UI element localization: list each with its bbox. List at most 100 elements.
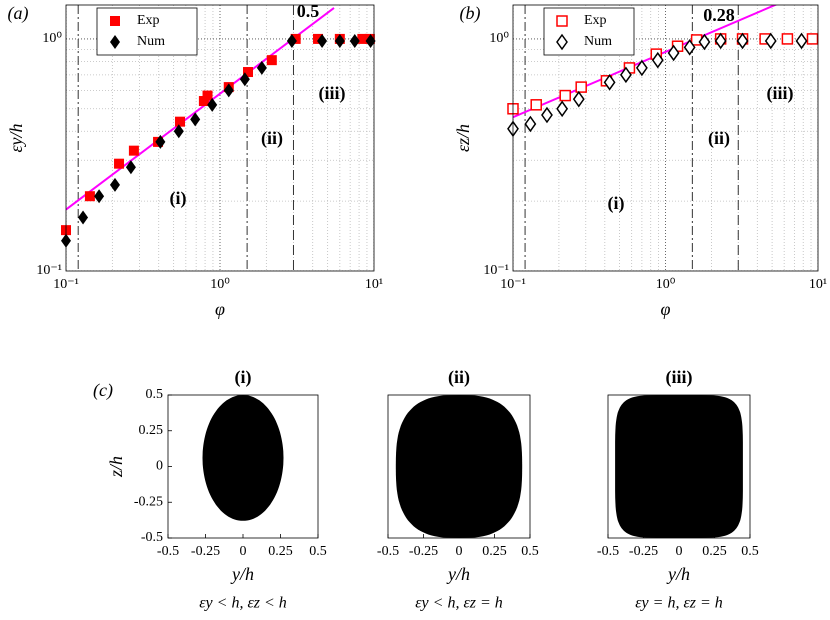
- cross-section: [202, 395, 284, 521]
- legend-label: Exp: [137, 13, 160, 28]
- x-axis-label: φ: [215, 299, 225, 319]
- point: [317, 33, 328, 48]
- point: [619, 66, 632, 84]
- point: [128, 145, 139, 156]
- x-tick-label: 10⁰: [210, 277, 230, 292]
- x-tick-label: 0.5: [309, 544, 327, 559]
- point: [94, 189, 105, 204]
- fit-line: [513, 5, 778, 119]
- x-tick-label: 0.25: [702, 544, 727, 559]
- panel-label: (b): [460, 3, 481, 24]
- point: [651, 51, 664, 69]
- x-axis-label: y/h: [446, 564, 470, 584]
- x-tick-label: -0.25: [191, 544, 220, 559]
- point: [155, 134, 166, 149]
- point: [736, 32, 749, 50]
- point: [524, 115, 537, 133]
- y-tick-label: 10⁰: [42, 31, 62, 46]
- x-tick-label: 0: [240, 544, 247, 559]
- point: [266, 55, 277, 66]
- legend-marker: [110, 16, 120, 26]
- x-tick-label: 0.25: [482, 544, 507, 559]
- point: [603, 74, 616, 91]
- cross-section: [615, 395, 743, 538]
- x-tick-label: 10¹: [365, 277, 383, 292]
- panel-title: (iii): [666, 367, 693, 388]
- x-axis-label: y/h: [230, 564, 254, 584]
- annotation: (i): [170, 188, 187, 209]
- point: [256, 60, 267, 75]
- point: [125, 160, 136, 175]
- x-tick-label: 10⁻¹: [500, 277, 526, 292]
- point: [198, 96, 209, 107]
- caption: εy < h, εz = h: [415, 595, 503, 612]
- x-tick-label: 10¹: [809, 277, 827, 292]
- cross-section: [395, 395, 523, 538]
- panel-label: (a): [8, 3, 29, 24]
- point: [806, 33, 819, 45]
- point: [795, 32, 808, 50]
- point: [78, 210, 89, 225]
- legend-label: Num: [137, 34, 165, 49]
- point: [313, 33, 324, 44]
- point: [575, 81, 587, 93]
- annotation: (i): [608, 193, 625, 214]
- point: [781, 33, 794, 45]
- panel-label: (c): [93, 380, 113, 401]
- point: [541, 106, 553, 124]
- point: [334, 33, 345, 48]
- panel-title: (ii): [448, 367, 470, 388]
- point: [114, 158, 125, 169]
- annotation: (ii): [708, 128, 730, 149]
- x-axis-label: φ: [661, 299, 671, 319]
- point: [572, 90, 585, 108]
- annotation: 0.28: [703, 5, 735, 25]
- point: [365, 33, 376, 48]
- legend-label: Exp: [584, 13, 607, 28]
- x-tick-label: 0.5: [741, 544, 759, 559]
- point: [683, 39, 696, 56]
- annotation: (iii): [767, 83, 794, 104]
- x-tick-label: -0.5: [157, 544, 179, 559]
- point: [556, 100, 569, 118]
- plot-area: [513, 5, 818, 271]
- x-tick-label: 0.5: [521, 544, 539, 559]
- legend-box: [96, 7, 198, 56]
- point: [84, 191, 95, 202]
- point: [175, 116, 186, 127]
- y-axis-label: εz/h: [453, 124, 473, 152]
- point: [223, 83, 234, 98]
- x-tick-label: -0.5: [377, 544, 399, 559]
- x-tick-label: -0.25: [629, 544, 658, 559]
- legend-label: Num: [584, 34, 612, 49]
- x-tick-label: 0: [676, 544, 683, 559]
- axes-frame: [65, 4, 375, 272]
- y-tick-label: 10⁻¹: [483, 263, 509, 278]
- point: [190, 112, 201, 127]
- annotation: (iii): [319, 83, 346, 104]
- legend-marker: [556, 33, 568, 51]
- point: [239, 72, 250, 87]
- point: [530, 99, 542, 111]
- x-tick-label: -0.5: [597, 544, 619, 559]
- point: [714, 32, 727, 50]
- point: [109, 177, 120, 192]
- y-tick-label: 0.5: [146, 387, 164, 402]
- x-tick-label: 10⁰: [656, 277, 676, 292]
- point: [202, 90, 213, 101]
- x-tick-label: 0: [456, 544, 463, 559]
- point: [635, 59, 648, 77]
- y-tick-label: 0.25: [139, 423, 164, 438]
- legend-marker: [556, 15, 568, 27]
- panel-title: (i): [235, 367, 252, 388]
- point: [243, 67, 254, 78]
- point: [698, 33, 711, 51]
- point: [764, 32, 777, 50]
- point: [207, 97, 218, 112]
- y-tick-label: -0.25: [134, 494, 163, 509]
- y-tick-label: 0: [156, 459, 163, 474]
- point: [349, 33, 360, 48]
- point: [667, 44, 680, 62]
- legend-marker: [110, 35, 120, 49]
